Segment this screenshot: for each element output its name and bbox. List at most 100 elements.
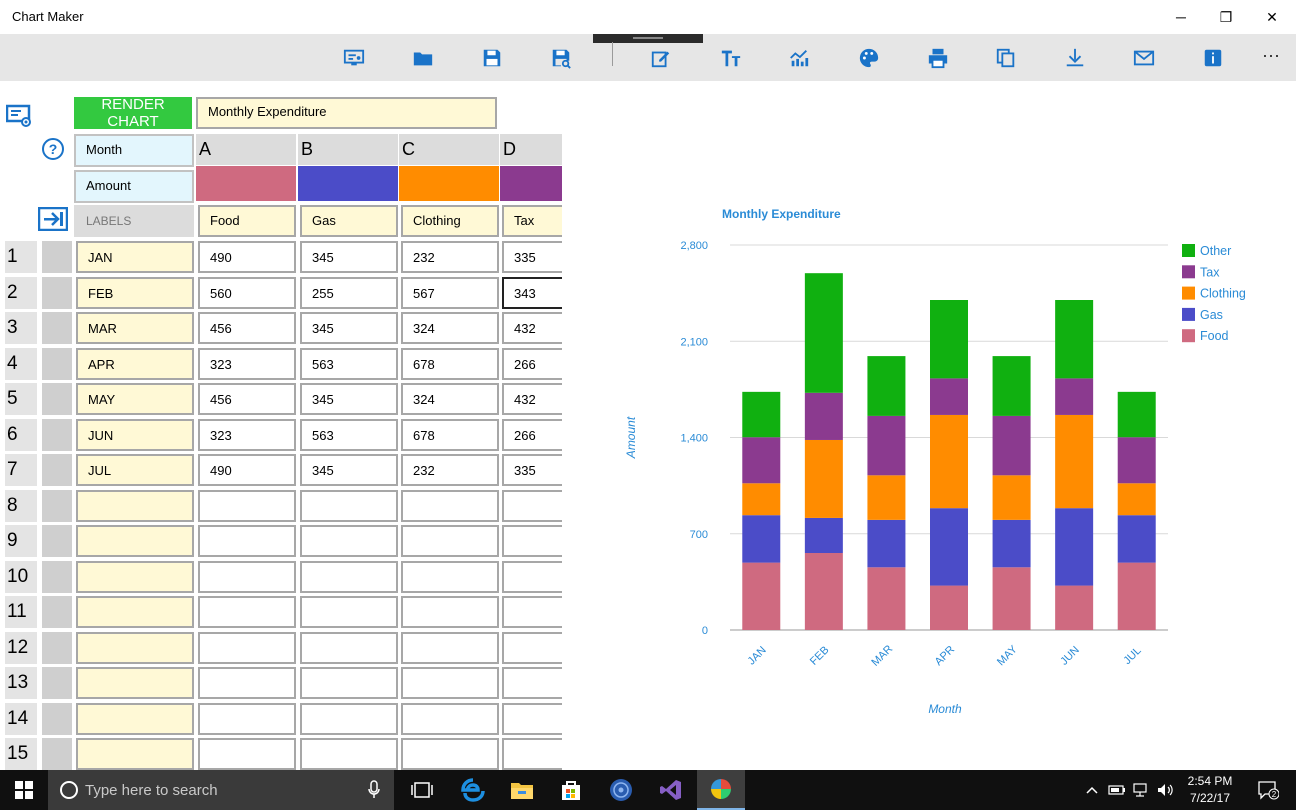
data-cell[interactable]: 335 [502, 241, 562, 273]
data-cell[interactable] [401, 596, 499, 628]
row-label-field[interactable] [76, 561, 194, 593]
edit-button[interactable] [648, 45, 674, 71]
data-cell[interactable] [502, 596, 562, 628]
action-center-button[interactable]: 2 [1250, 770, 1286, 810]
data-cell[interactable]: 335 [502, 454, 562, 486]
data-cell[interactable] [198, 667, 296, 699]
data-cell[interactable]: 232 [401, 454, 499, 486]
data-cell[interactable]: 678 [401, 419, 499, 451]
data-cell[interactable]: 345 [300, 241, 398, 273]
data-cell[interactable] [502, 632, 562, 664]
data-cell[interactable] [502, 525, 562, 557]
network-button[interactable] [1131, 770, 1153, 810]
info-button[interactable] [1200, 45, 1226, 71]
row-selector[interactable] [42, 277, 72, 309]
text-format-button[interactable] [718, 45, 744, 71]
row-selector[interactable] [42, 703, 72, 735]
preview-chart-button[interactable] [5, 101, 33, 129]
data-cell[interactable] [401, 561, 499, 593]
data-cell[interactable]: 490 [198, 454, 296, 486]
edge-button[interactable] [449, 770, 497, 810]
data-cell[interactable]: 456 [198, 312, 296, 344]
data-cell[interactable]: 323 [198, 348, 296, 380]
row-selector[interactable] [42, 596, 72, 628]
row-label-field[interactable]: JUL [76, 454, 194, 486]
data-cell[interactable]: 232 [401, 241, 499, 273]
copy-button[interactable] [993, 45, 1019, 71]
data-cell[interactable]: 563 [300, 419, 398, 451]
data-cell[interactable] [300, 632, 398, 664]
data-cell[interactable] [401, 632, 499, 664]
data-cell[interactable] [502, 667, 562, 699]
render-chart-button[interactable]: RENDER CHART [74, 96, 192, 130]
row-selector[interactable] [42, 383, 72, 415]
row-label-field[interactable]: FEB [76, 277, 194, 309]
add-column-button[interactable] [38, 206, 68, 232]
data-cell[interactable]: 432 [502, 312, 562, 344]
series-color-swatch[interactable] [196, 166, 298, 201]
taskbar-search-box[interactable]: Type here to search [48, 770, 394, 810]
data-cell[interactable]: 324 [401, 312, 499, 344]
battery-button[interactable] [1106, 770, 1128, 810]
data-cell[interactable] [502, 490, 562, 522]
row-selector[interactable] [42, 738, 72, 770]
data-cell[interactable] [401, 703, 499, 735]
more-options-button[interactable]: ··· [1262, 45, 1280, 65]
data-cell[interactable] [198, 632, 296, 664]
row-label-field[interactable]: MAR [76, 312, 194, 344]
row-selector[interactable] [42, 490, 72, 522]
store-button[interactable] [547, 770, 595, 810]
row-selector[interactable] [42, 348, 72, 380]
help-button[interactable]: ? [40, 136, 66, 162]
data-cell[interactable]: 323 [198, 419, 296, 451]
save-as-button[interactable] [548, 45, 574, 71]
file-explorer-button[interactable] [498, 770, 546, 810]
row-label-field[interactable] [76, 632, 194, 664]
row-selector[interactable] [42, 419, 72, 451]
data-cell[interactable] [300, 561, 398, 593]
print-button[interactable] [925, 45, 951, 71]
presentation-button[interactable] [341, 45, 367, 71]
data-cell[interactable]: 324 [401, 383, 499, 415]
microphone-icon[interactable] [368, 780, 380, 800]
data-cell[interactable] [401, 490, 499, 522]
row-label-field[interactable] [76, 738, 194, 770]
download-button[interactable] [1062, 45, 1088, 71]
row-label-field[interactable]: MAY [76, 383, 194, 415]
row-selector[interactable] [42, 241, 72, 273]
data-cell[interactable]: 560 [198, 277, 296, 309]
toolbar-drag-handle[interactable] [593, 34, 703, 43]
task-view-button[interactable] [398, 770, 446, 810]
series-name-field[interactable]: Tax [502, 205, 562, 237]
data-cell[interactable] [300, 490, 398, 522]
minimize-button[interactable]: ─ [1158, 0, 1204, 34]
data-cell[interactable]: 490 [198, 241, 296, 273]
chart-maker-taskbar-button[interactable] [697, 770, 745, 810]
open-button[interactable] [410, 45, 436, 71]
data-cell[interactable] [401, 738, 499, 770]
taskbar-clock[interactable]: 2:54 PM 7/22/17 [1180, 773, 1240, 807]
data-cell[interactable] [300, 667, 398, 699]
row-label-field[interactable] [76, 667, 194, 699]
data-cell[interactable]: 266 [502, 348, 562, 380]
start-button[interactable] [0, 770, 48, 810]
row-selector[interactable] [42, 312, 72, 344]
row-selector[interactable] [42, 667, 72, 699]
chart-type-button[interactable] [786, 45, 812, 71]
data-cell[interactable] [502, 738, 562, 770]
data-cell[interactable]: 432 [502, 383, 562, 415]
data-cell[interactable] [502, 703, 562, 735]
y-axis-label-field[interactable]: Amount [74, 170, 194, 203]
data-cell[interactable]: 255 [300, 277, 398, 309]
row-selector[interactable] [42, 454, 72, 486]
series-color-swatch[interactable] [298, 166, 400, 201]
data-cell[interactable] [401, 525, 499, 557]
close-button[interactable]: ✕ [1249, 0, 1295, 34]
row-selector[interactable] [42, 561, 72, 593]
data-cell[interactable] [300, 703, 398, 735]
volume-button[interactable] [1155, 770, 1177, 810]
data-cell[interactable] [198, 561, 296, 593]
data-cell[interactable] [198, 525, 296, 557]
row-label-field[interactable] [76, 703, 194, 735]
data-cell[interactable] [502, 561, 562, 593]
